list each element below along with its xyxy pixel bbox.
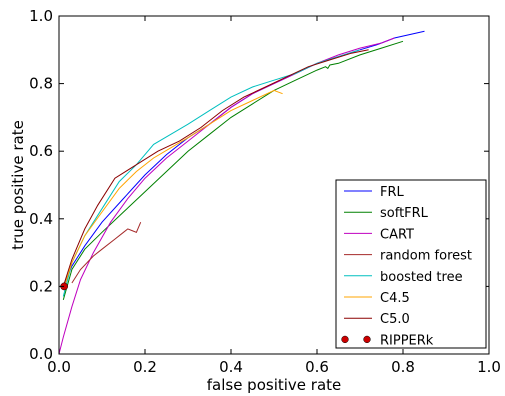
x-tick-label: 0.8 (391, 358, 415, 376)
plot-area (58, 15, 490, 355)
y-tick-label: 0.0 (29, 345, 53, 363)
y-tick-label: 0.8 (29, 75, 53, 93)
legend-label-cart: CART (380, 227, 414, 242)
x-tick-label: 0.0 (47, 358, 71, 376)
series-line-boosted-tree (62, 49, 361, 297)
x-tick-label: 1.0 (477, 358, 501, 376)
legend-label-frl: FRL (380, 185, 405, 200)
legend-label-boosted-tree: boosted tree (380, 270, 463, 285)
legend-box (335, 179, 487, 349)
legend-label-random-forest: random forest (380, 249, 472, 264)
series-line-c4-5 (62, 89, 283, 290)
series-line-c5-0 (62, 49, 369, 287)
y-tick-label: 0.6 (29, 142, 53, 160)
legend-label-softfrl: softFRL (380, 206, 429, 221)
y-axis-label: true positive rate (9, 120, 27, 250)
legend-marker-ripperk (341, 335, 349, 344)
legend-label-c5-0: C5.0 (380, 312, 410, 327)
legend-label-c4-5: C4.5 (380, 291, 410, 306)
x-tick-label: 0.4 (219, 358, 243, 376)
legend-marker-ripperk (363, 335, 371, 344)
x-tick-label: 0.2 (133, 358, 157, 376)
series-line-cart (58, 37, 395, 355)
x-axis-label: false positive rate (207, 376, 342, 394)
x-tick-label: 0.6 (305, 358, 329, 376)
y-tick-label: 1.0 (29, 7, 53, 25)
y-tick-label: 0.4 (29, 210, 53, 228)
legend: FRL softFRL CART random forest boosted tree C… (335, 179, 487, 349)
y-tick-label: 0.2 (29, 277, 53, 295)
series-line-random-forest (71, 222, 142, 284)
ticks-layer: 0.0 0.2 0.4 0.6 0.8 1.0 0.0 0.2 0.4 0.6 0.8 1.0 (29, 7, 501, 376)
plot-frame (58, 15, 490, 355)
legend-label-ripperk: RIPPERk (380, 333, 434, 348)
series-layer (58, 30, 425, 355)
